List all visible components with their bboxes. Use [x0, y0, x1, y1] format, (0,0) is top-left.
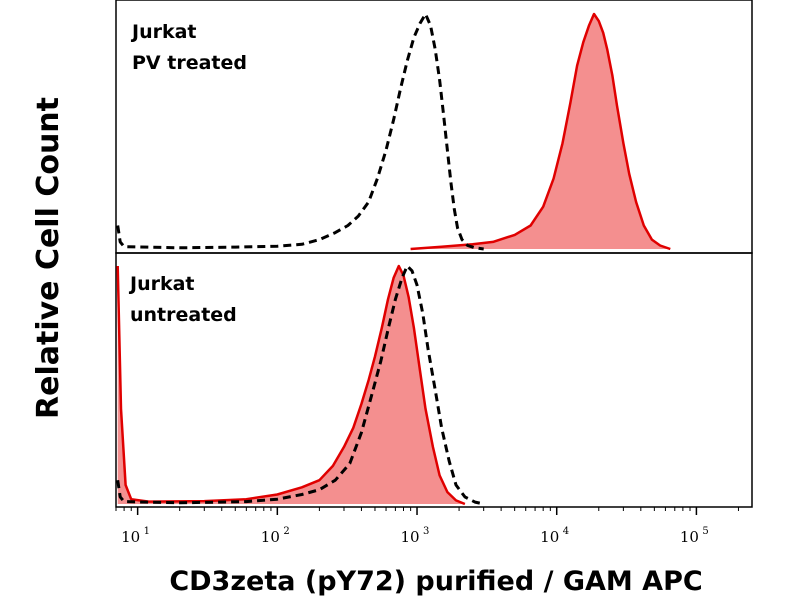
x-tick-label-base-4: 10: [540, 528, 559, 546]
panel-top: Jurkat PV treated: [115, 0, 753, 254]
panel-bottom-stained-fill: [117, 266, 465, 504]
panel-bottom-frame: [115, 252, 753, 508]
x-axis: 10 1 10 2 10 3 10 4 10 5: [115, 507, 739, 546]
x-tick-label-exponent-3: 3: [423, 526, 429, 537]
x-tick-label-base-3: 10: [400, 528, 419, 546]
panel-bottom-plot-area: [116, 264, 485, 506]
panel-top-label-line-2: PV treated: [132, 52, 247, 74]
x-tick-label-exponent-5: 5: [702, 526, 708, 537]
panel-top-stained-curve: [410, 12, 671, 251]
x-axis-label: CD3zeta (pY72) purified / GAM APC: [169, 566, 702, 597]
panel-bottom-label-line-1: Jurkat: [128, 273, 195, 295]
panel-top-stained-fill: [410, 14, 671, 249]
panel-top-control-curve: [116, 12, 484, 251]
panel-top-frame: [115, 0, 753, 254]
panel-top-label-line-1: Jurkat: [130, 21, 197, 43]
x-tick-label-base-1: 10: [121, 528, 140, 546]
panel-bottom-label-line-2: untreated: [130, 304, 237, 326]
panel-bottom: Jurkat untreated: [115, 252, 753, 508]
x-tick-label-exponent-2: 2: [283, 526, 289, 537]
x-tick-label-base-5: 10: [680, 528, 699, 546]
x-tick-label-exponent-1: 1: [144, 526, 150, 537]
x-tick-label-exponent-4: 4: [563, 526, 569, 537]
panel-bottom-control-curve: [116, 264, 485, 506]
y-axis-label: Relative Cell Count: [31, 97, 66, 419]
x-tick-label-base-2: 10: [261, 528, 280, 546]
panel-top-plot-area: [116, 12, 671, 251]
